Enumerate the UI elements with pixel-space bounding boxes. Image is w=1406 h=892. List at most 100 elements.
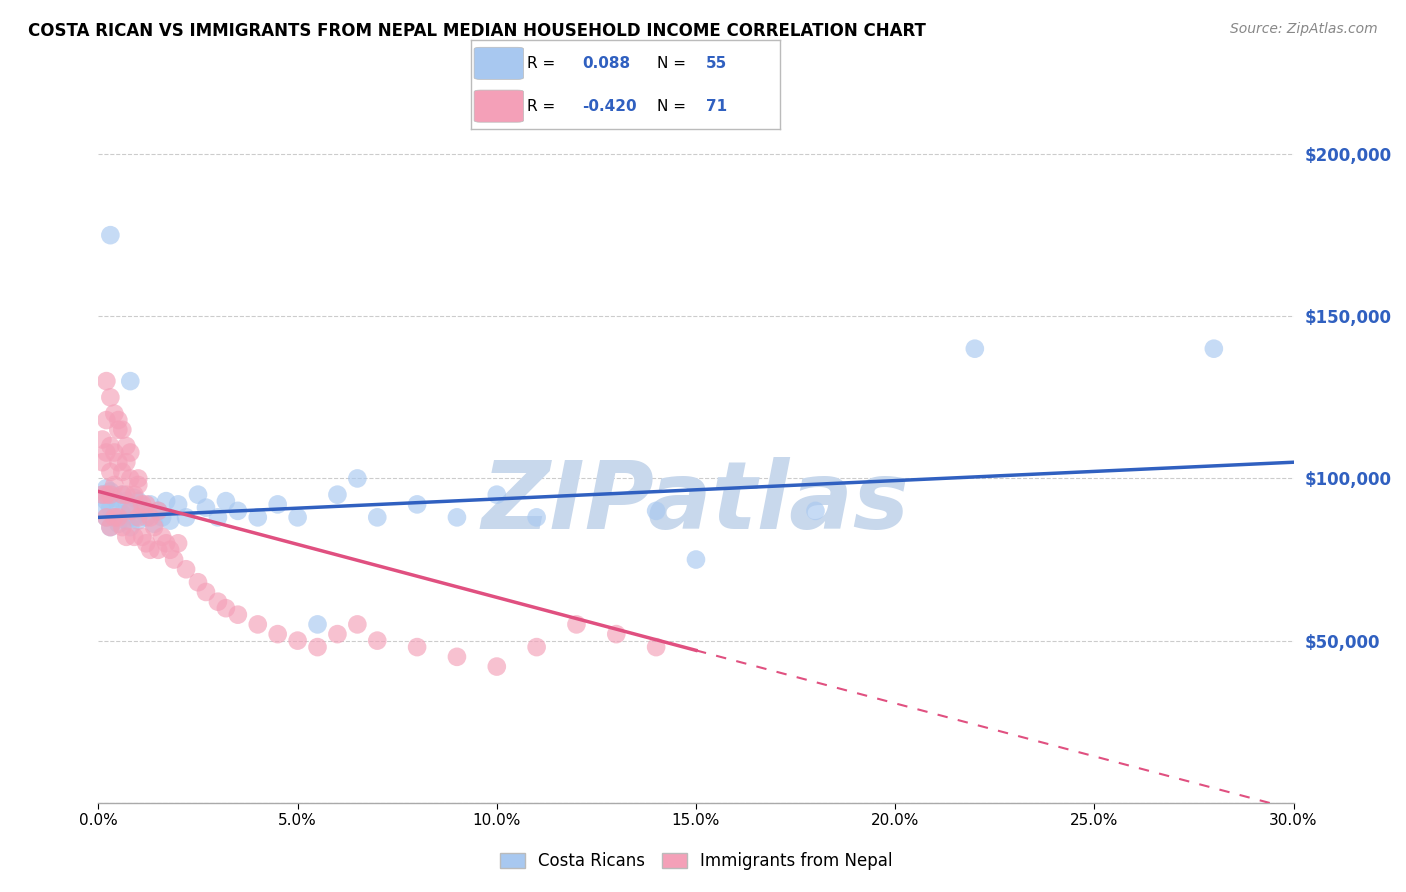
Point: [526, 640, 548, 654]
FancyBboxPatch shape: [474, 47, 523, 79]
Point: [215, 601, 238, 615]
Point: [159, 514, 181, 528]
Point: [207, 595, 229, 609]
Point: [163, 552, 186, 566]
Point: [111, 520, 134, 534]
Point: [120, 471, 142, 485]
Point: [155, 536, 177, 550]
Point: [155, 494, 177, 508]
Text: 0.088: 0.088: [582, 56, 630, 70]
Point: [605, 627, 627, 641]
Point: [115, 455, 138, 469]
Point: [115, 488, 138, 502]
Point: [96, 413, 118, 427]
Point: [1202, 342, 1225, 356]
Point: [135, 536, 157, 550]
Point: [267, 627, 290, 641]
Text: N =: N =: [657, 99, 690, 113]
Point: [107, 516, 129, 531]
Point: [135, 510, 157, 524]
Text: 55: 55: [706, 56, 727, 70]
Point: [124, 491, 146, 505]
Legend: Costa Ricans, Immigrants from Nepal: Costa Ricans, Immigrants from Nepal: [494, 846, 898, 877]
Text: R =: R =: [527, 56, 560, 70]
Point: [143, 520, 166, 534]
Point: [326, 627, 349, 641]
Point: [963, 342, 986, 356]
Point: [111, 507, 134, 521]
Point: [406, 640, 429, 654]
Point: [148, 504, 170, 518]
FancyBboxPatch shape: [474, 90, 523, 122]
Point: [98, 484, 122, 499]
Point: [96, 488, 118, 502]
Point: [120, 500, 142, 515]
Point: [124, 530, 146, 544]
Point: [107, 455, 129, 469]
Text: 71: 71: [706, 99, 727, 113]
Point: [115, 514, 138, 528]
Point: [96, 481, 118, 495]
Point: [127, 478, 149, 492]
Point: [98, 228, 122, 243]
Point: [485, 659, 508, 673]
Point: [167, 536, 190, 550]
Point: [103, 445, 125, 459]
Point: [107, 510, 129, 524]
Point: [346, 617, 368, 632]
Point: [366, 633, 388, 648]
Point: [187, 575, 209, 590]
Text: -0.420: -0.420: [582, 99, 637, 113]
Point: [91, 488, 114, 502]
Point: [195, 500, 218, 515]
Point: [307, 617, 329, 632]
Point: [127, 510, 149, 524]
Point: [115, 530, 138, 544]
Point: [120, 374, 142, 388]
Point: [150, 530, 173, 544]
Point: [103, 510, 125, 524]
Text: COSTA RICAN VS IMMIGRANTS FROM NEPAL MEDIAN HOUSEHOLD INCOME CORRELATION CHART: COSTA RICAN VS IMMIGRANTS FROM NEPAL MED…: [28, 22, 927, 40]
Point: [406, 497, 429, 511]
Point: [98, 465, 122, 479]
Point: [98, 439, 122, 453]
Point: [366, 510, 388, 524]
Point: [98, 390, 122, 404]
Text: Source: ZipAtlas.com: Source: ZipAtlas.com: [1230, 22, 1378, 37]
Point: [565, 617, 588, 632]
Point: [148, 504, 170, 518]
Text: R =: R =: [527, 99, 560, 113]
Point: [287, 510, 309, 524]
Point: [127, 514, 149, 528]
Point: [174, 510, 197, 524]
Point: [446, 510, 468, 524]
Point: [187, 488, 209, 502]
Point: [120, 520, 142, 534]
Point: [804, 504, 827, 518]
Point: [135, 497, 157, 511]
Point: [148, 542, 170, 557]
Point: [98, 520, 122, 534]
Point: [645, 504, 668, 518]
Point: [685, 552, 707, 566]
Point: [326, 488, 349, 502]
Point: [107, 423, 129, 437]
Point: [103, 478, 125, 492]
Point: [287, 633, 309, 648]
Point: [103, 407, 125, 421]
Point: [96, 510, 118, 524]
Point: [103, 491, 125, 505]
Point: [107, 497, 129, 511]
Point: [215, 494, 238, 508]
Point: [246, 617, 269, 632]
Point: [91, 455, 114, 469]
Point: [246, 510, 269, 524]
Point: [174, 562, 197, 576]
Point: [91, 433, 114, 447]
Point: [139, 542, 162, 557]
Point: [96, 445, 118, 459]
Point: [91, 504, 114, 518]
Point: [150, 510, 173, 524]
Point: [98, 488, 122, 502]
Point: [139, 497, 162, 511]
